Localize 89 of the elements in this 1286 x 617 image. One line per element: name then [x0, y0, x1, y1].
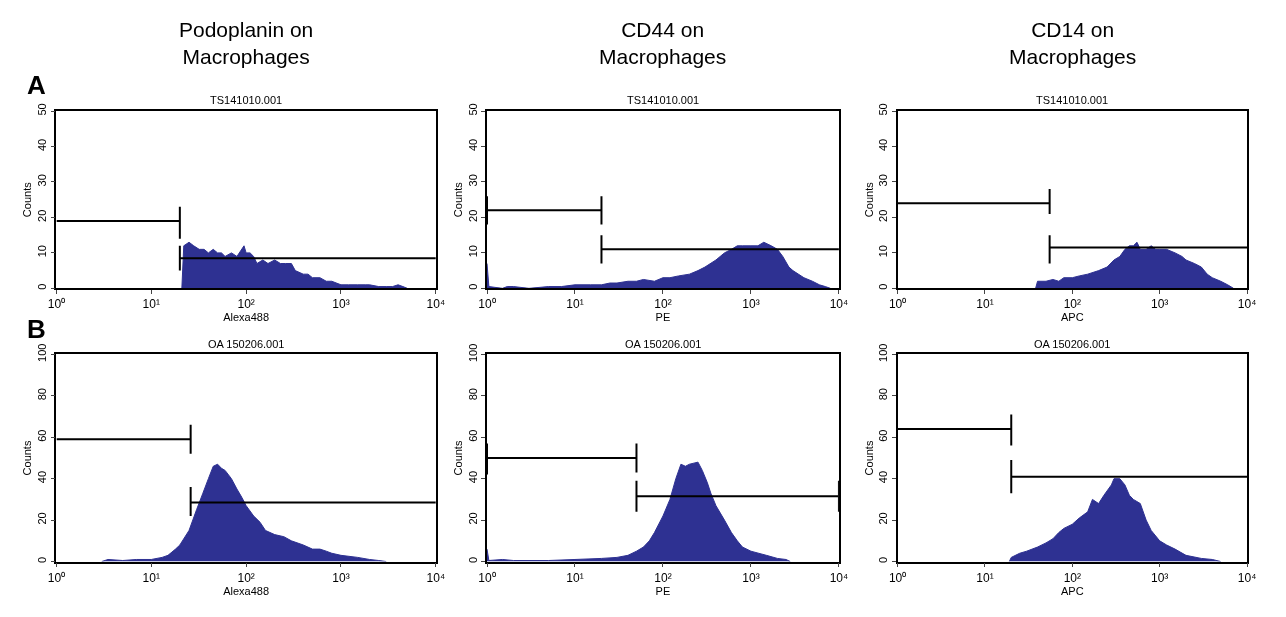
x-tick-label: 10⁰	[888, 570, 907, 585]
x-tick-label: 10³	[332, 570, 350, 585]
y-tick-label: 0	[466, 283, 479, 290]
x-tick-label: 10³	[1151, 297, 1169, 312]
chart-subtitle: TS141010.001	[627, 94, 700, 106]
x-tick-label: 10¹	[142, 570, 160, 585]
x-tick-label: 10²	[654, 570, 672, 585]
x-axis-title: Alexa488	[223, 311, 270, 324]
chart-subtitle: TS141010.001	[210, 94, 283, 106]
y-tick-label: 0	[36, 556, 49, 563]
x-tick-label: 10²	[237, 297, 255, 312]
y-tick-label: 20	[36, 512, 49, 525]
y-tick-label: 20	[877, 512, 890, 525]
chart-title: Podoplanin on Macrophages	[179, 18, 314, 69]
y-tick-label: 40	[877, 470, 890, 484]
y-tick-label: 100	[36, 343, 49, 362]
y-tick-label: 80	[877, 388, 890, 401]
y-tick-label: 100	[466, 343, 479, 362]
x-tick-label: 10²	[1063, 570, 1081, 585]
y-tick-label: 0	[877, 283, 890, 290]
x-tick-label: 10⁴	[1237, 570, 1257, 585]
y-tick-label: 10	[466, 245, 479, 258]
x-tick-label: 10¹	[142, 297, 160, 312]
text: B	[27, 314, 46, 344]
x-tick-label: 10²	[237, 570, 255, 585]
chart-title: CD14 on Macrophages	[1009, 18, 1137, 69]
y-tick-label: 50	[36, 103, 49, 116]
y-tick-label: 20	[877, 209, 890, 222]
y-tick-label: 60	[466, 429, 479, 442]
x-tick-label: 10⁴	[829, 570, 849, 585]
x-tick-label: 10²	[654, 297, 672, 312]
y-tick-label: 100	[877, 343, 890, 362]
y-tick-label: 80	[36, 388, 49, 401]
chart-title: OA 150206.001	[208, 338, 285, 350]
y-tick-label: 10	[877, 245, 890, 258]
x-tick-label: 10¹	[566, 297, 584, 312]
x-tick-label: 10³	[742, 570, 760, 585]
chart-title: OA 150206.001	[1034, 338, 1111, 350]
y-tick-label: 60	[877, 429, 890, 442]
x-tick-label: 10²	[1063, 297, 1081, 312]
y-axis-title: Counts	[862, 440, 875, 476]
y-tick-label: 40	[36, 470, 49, 484]
x-tick-label: 10³	[332, 297, 350, 312]
x-axis-title: PE	[655, 311, 671, 324]
text: A	[27, 70, 46, 100]
y-tick-label: 50	[466, 103, 479, 116]
x-tick-label: 10⁴	[1237, 297, 1257, 312]
y-tick-label: 0	[877, 556, 890, 563]
x-tick-label: 10⁰	[47, 570, 66, 585]
y-tick-label: 40	[466, 138, 479, 152]
y-tick-label: 40	[36, 138, 49, 152]
x-tick-label: 10³	[1151, 570, 1169, 585]
x-tick-label: 10⁴	[426, 297, 446, 312]
y-tick-label: 0	[466, 556, 479, 563]
y-tick-label: 50	[877, 103, 890, 116]
x-axis-title: APC	[1061, 311, 1084, 324]
y-tick-label: 30	[36, 174, 49, 187]
y-tick-label: 30	[466, 174, 479, 187]
y-tick-label: 60	[36, 429, 49, 442]
chart-title: OA 150206.001	[625, 338, 702, 350]
y-tick-label: 10	[36, 245, 49, 258]
y-tick-label: 20	[466, 512, 479, 525]
x-axis-title: APC	[1061, 584, 1084, 597]
x-tick-label: 10⁰	[478, 297, 496, 312]
chart-title: CD44 on Macrophages	[599, 18, 727, 69]
y-axis-title: Counts	[452, 440, 464, 476]
y-axis-title: Counts	[862, 181, 875, 218]
x-tick-label: 10⁴	[829, 297, 849, 312]
x-tick-label: 10⁴	[426, 570, 446, 585]
y-tick-label: 40	[877, 138, 890, 152]
x-axis-title: PE	[655, 584, 671, 597]
y-tick-label: 30	[877, 174, 890, 187]
y-axis-title: Counts	[21, 440, 34, 476]
x-tick-label: 10¹	[976, 297, 994, 312]
x-tick-label: 10⁰	[478, 570, 496, 585]
x-tick-label: 10¹	[566, 570, 584, 585]
x-tick-label: 10⁰	[47, 297, 66, 312]
x-tick-label: 10³	[742, 297, 760, 312]
y-axis-title: Counts	[21, 181, 34, 218]
y-tick-label: 80	[466, 388, 479, 401]
x-tick-label: 10¹	[976, 570, 994, 585]
y-tick-label: 40	[466, 470, 479, 484]
x-axis-title: Alexa488	[223, 584, 270, 597]
y-tick-label: 20	[466, 209, 479, 222]
x-tick-label: 10⁰	[888, 297, 907, 312]
chart-subtitle: TS141010.001	[1036, 94, 1109, 106]
y-tick-label: 0	[36, 283, 49, 290]
y-tick-label: 20	[36, 209, 49, 222]
y-axis-title: Counts	[452, 181, 464, 218]
